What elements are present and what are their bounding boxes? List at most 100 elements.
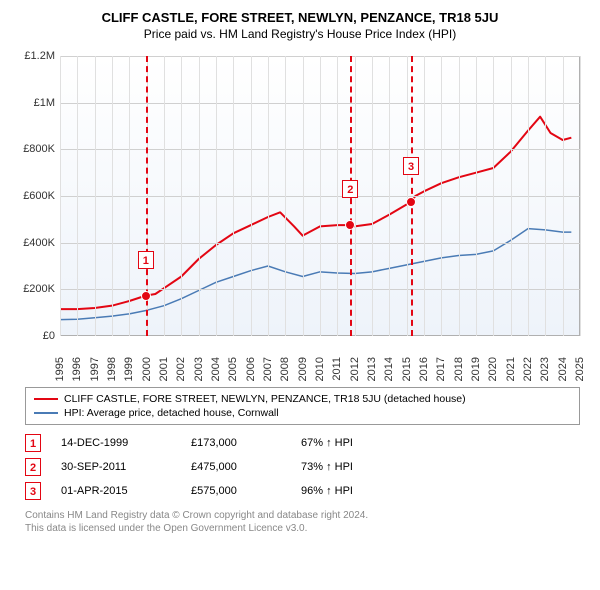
y-axis-label: £1.2M — [15, 50, 55, 62]
x-axis-label: 2006 — [245, 357, 257, 381]
x-axis-label: 2015 — [401, 357, 413, 381]
gridline-v — [268, 56, 269, 336]
legend-swatch — [34, 412, 58, 414]
x-axis-label: 2009 — [297, 357, 309, 381]
gridline-v — [112, 56, 113, 336]
gridline-v — [233, 56, 234, 336]
gridline-v — [511, 56, 512, 336]
legend-label: HPI: Average price, detached house, Corn… — [64, 407, 279, 419]
x-axis-label: 1995 — [54, 357, 66, 381]
chart-area: £0£200K£400K£600K£800K£1M£1.2M1995199619… — [15, 51, 585, 381]
sales-row-price: £575,000 — [191, 485, 281, 497]
x-axis-label: 2018 — [453, 357, 465, 381]
x-axis-label: 1996 — [71, 357, 83, 381]
legend-swatch — [34, 398, 58, 400]
footer-line-2: This data is licensed under the Open Gov… — [25, 522, 585, 535]
x-axis-label: 2021 — [505, 357, 517, 381]
chart-container: CLIFF CASTLE, FORE STREET, NEWLYN, PENZA… — [0, 0, 600, 545]
gridline-v — [129, 56, 130, 336]
gridline-v — [407, 56, 408, 336]
sale-marker-box: 2 — [342, 180, 358, 198]
gridline-v — [303, 56, 304, 336]
footer-line-1: Contains HM Land Registry data © Crown c… — [25, 509, 585, 522]
gridline-v — [60, 56, 61, 336]
gridline-v — [476, 56, 477, 336]
gridline-v — [251, 56, 252, 336]
x-axis-label: 2022 — [522, 357, 534, 381]
sales-row-pct: 96% ↑ HPI — [301, 485, 401, 497]
legend-label: CLIFF CASTLE, FORE STREET, NEWLYN, PENZA… — [64, 393, 466, 405]
gridline-v — [181, 56, 182, 336]
sale-marker-box: 1 — [138, 251, 154, 269]
x-axis-label: 2007 — [262, 357, 274, 381]
gridline-v — [563, 56, 564, 336]
legend: CLIFF CASTLE, FORE STREET, NEWLYN, PENZA… — [25, 387, 580, 425]
gridline-v — [441, 56, 442, 336]
series-line — [60, 117, 571, 310]
x-axis-label: 2025 — [574, 357, 586, 381]
x-axis-label: 2016 — [418, 357, 430, 381]
gridline-v — [95, 56, 96, 336]
x-axis-label: 2014 — [383, 357, 395, 381]
gridline-v — [459, 56, 460, 336]
y-axis-label: £0 — [15, 330, 55, 342]
x-axis-label: 2024 — [557, 357, 569, 381]
sales-row: 3 01-APR-2015 £575,000 96% ↑ HPI — [25, 479, 580, 503]
x-axis-label: 2004 — [210, 357, 222, 381]
gridline-v — [77, 56, 78, 336]
y-axis-label: £400K — [15, 237, 55, 249]
gridline-v — [493, 56, 494, 336]
sale-marker-dot — [141, 291, 151, 301]
sales-row-date: 01-APR-2015 — [61, 485, 171, 497]
x-axis-label: 2020 — [487, 357, 499, 381]
sales-row: 2 30-SEP-2011 £475,000 73% ↑ HPI — [25, 455, 580, 479]
x-axis-label: 1997 — [89, 357, 101, 381]
sales-row: 1 14-DEC-1999 £173,000 67% ↑ HPI — [25, 431, 580, 455]
x-axis-label: 1999 — [123, 357, 135, 381]
x-axis-label: 2017 — [435, 357, 447, 381]
chart-subtitle: Price paid vs. HM Land Registry's House … — [15, 27, 585, 41]
sales-row-pct: 73% ↑ HPI — [301, 461, 401, 473]
sales-row-date: 30-SEP-2011 — [61, 461, 171, 473]
gridline-v — [545, 56, 546, 336]
x-axis-label: 2013 — [366, 357, 378, 381]
sales-row-pct: 67% ↑ HPI — [301, 437, 401, 449]
gridline-v — [285, 56, 286, 336]
y-axis-label: £800K — [15, 143, 55, 155]
x-axis-label: 1998 — [106, 357, 118, 381]
sales-row-marker: 1 — [25, 434, 41, 452]
y-axis-label: £600K — [15, 190, 55, 202]
x-axis-label: 2003 — [193, 357, 205, 381]
x-axis-label: 2023 — [539, 357, 551, 381]
gridline-v — [424, 56, 425, 336]
sales-row-marker: 2 — [25, 458, 41, 476]
gridline-v — [337, 56, 338, 336]
x-axis-label: 2011 — [331, 357, 343, 381]
x-axis-label: 2019 — [470, 357, 482, 381]
gridline-v — [580, 56, 581, 336]
gridline-v — [199, 56, 200, 336]
gridline-v — [320, 56, 321, 336]
x-axis-label: 2008 — [279, 357, 291, 381]
gridline-v — [216, 56, 217, 336]
sales-row-price: £475,000 — [191, 461, 281, 473]
sales-row-price: £173,000 — [191, 437, 281, 449]
x-axis-label: 2000 — [141, 357, 153, 381]
x-axis-label: 2001 — [158, 357, 170, 381]
footer-attribution: Contains HM Land Registry data © Crown c… — [25, 509, 585, 535]
x-axis-label: 2002 — [175, 357, 187, 381]
sales-table: 1 14-DEC-1999 £173,000 67% ↑ HPI 2 30-SEP-201… — [25, 431, 580, 503]
x-axis-label: 2005 — [227, 357, 239, 381]
gridline-v — [372, 56, 373, 336]
gridline-v — [164, 56, 165, 336]
sale-marker-dot — [345, 220, 355, 230]
x-axis-label: 2010 — [314, 357, 326, 381]
legend-row: CLIFF CASTLE, FORE STREET, NEWLYN, PENZA… — [34, 392, 571, 406]
sales-row-date: 14-DEC-1999 — [61, 437, 171, 449]
legend-row: HPI: Average price, detached house, Corn… — [34, 406, 571, 420]
gridline-v — [528, 56, 529, 336]
y-axis-label: £200K — [15, 283, 55, 295]
sales-row-marker: 3 — [25, 482, 41, 500]
x-axis-label: 2012 — [349, 357, 361, 381]
sale-marker-box: 3 — [403, 157, 419, 175]
